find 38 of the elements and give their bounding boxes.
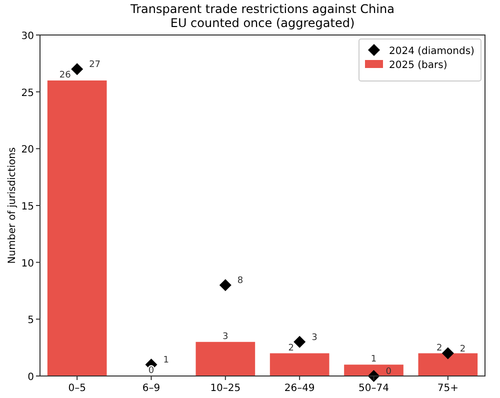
x-tick-label: 75+ — [437, 383, 458, 394]
x-tick-label: 10–25 — [210, 383, 241, 394]
x-tick-label: 6–9 — [142, 383, 160, 394]
data-label: 27 — [89, 60, 101, 70]
y-tick-label: 20 — [21, 144, 34, 156]
y-tick-label: 10 — [21, 258, 34, 270]
bar — [47, 80, 107, 376]
y-tick-label: 5 — [28, 315, 34, 326]
data-label: 8 — [237, 276, 244, 286]
data-label: 0 — [148, 366, 154, 376]
legend-label: 2024 (diamonds) — [389, 46, 475, 57]
data-label: 2 — [436, 343, 442, 354]
y-axis-title: Number of jurisdictions — [7, 147, 18, 264]
data-label: 2 — [288, 343, 294, 354]
point — [71, 63, 84, 76]
data-label: 2 — [460, 344, 466, 354]
chart-subtitle: EU counted once (aggregated) — [170, 16, 355, 30]
bar — [418, 353, 478, 376]
y-tick-label: 15 — [21, 202, 34, 212]
point — [219, 279, 232, 292]
point — [294, 336, 306, 348]
y-tick-label: 25 — [21, 88, 34, 99]
chart-title: Transparent trade restrictions against China — [130, 2, 394, 16]
x-tick-label: 0–5 — [68, 383, 86, 394]
data-label: 3 — [312, 332, 318, 343]
data-label: 26 — [59, 70, 72, 80]
y-tick-label: 0 — [28, 372, 34, 383]
data-label: 1 — [370, 354, 377, 365]
bar — [196, 342, 256, 376]
data-label: 1 — [163, 356, 169, 366]
bar — [270, 353, 330, 376]
point — [442, 347, 454, 360]
legend-label: 2025 (bars) — [389, 60, 448, 71]
x-tick-label: 26–49 — [284, 383, 315, 394]
data-label: 0 — [386, 367, 392, 377]
x-tick-label: 50–74 — [358, 383, 389, 394]
y-tick-label: 30 — [21, 31, 34, 42]
data-label: 3 — [222, 332, 228, 342]
